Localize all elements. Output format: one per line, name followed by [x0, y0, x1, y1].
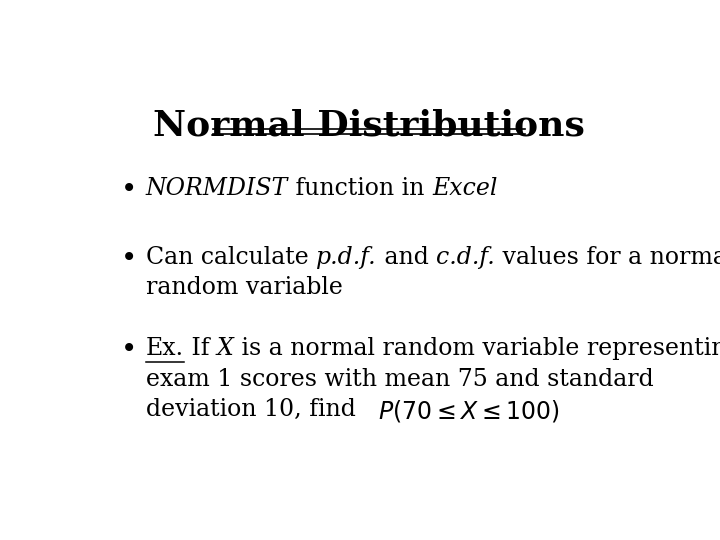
- Text: deviation 10, find: deviation 10, find: [145, 398, 378, 421]
- Text: c.d.f.: c.d.f.: [436, 246, 495, 269]
- Text: Normal Distributions: Normal Distributions: [153, 109, 585, 143]
- Text: values for a normal: values for a normal: [495, 246, 720, 269]
- Text: function in: function in: [288, 177, 432, 200]
- Text: If: If: [184, 337, 217, 360]
- Text: is a normal random variable representing: is a normal random variable representing: [234, 337, 720, 360]
- Text: •: •: [121, 246, 137, 273]
- Text: X: X: [217, 337, 234, 360]
- Text: exam 1 scores with mean 75 and standard: exam 1 scores with mean 75 and standard: [145, 368, 654, 390]
- Text: $P(70 \leq X \leq 100)$: $P(70 \leq X \leq 100)$: [378, 398, 560, 424]
- Text: Excel: Excel: [432, 177, 498, 200]
- Text: •: •: [121, 177, 137, 204]
- Text: Can calculate: Can calculate: [145, 246, 316, 269]
- Text: Ex.: Ex.: [145, 337, 184, 360]
- Text: random variable: random variable: [145, 276, 343, 299]
- Text: p.d.f.: p.d.f.: [316, 246, 377, 269]
- Text: NORMDIST: NORMDIST: [145, 177, 288, 200]
- Text: and: and: [377, 246, 436, 269]
- Text: •: •: [121, 337, 137, 364]
